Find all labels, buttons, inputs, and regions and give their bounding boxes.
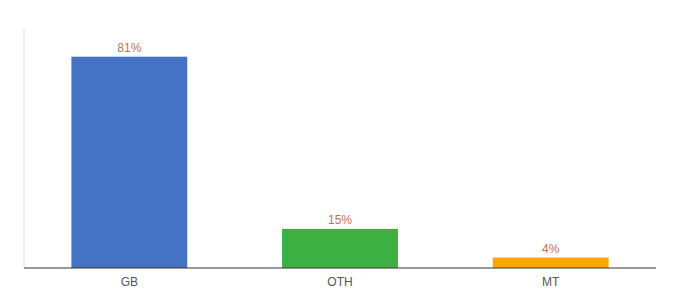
x-tick-label: MT — [542, 275, 560, 289]
chart-container: 81% 15% 4% GB OTH MT — [0, 0, 680, 300]
data-label: 15% — [328, 213, 352, 227]
bar — [493, 258, 609, 268]
data-label: 81% — [117, 41, 141, 55]
y-axis-line — [24, 28, 25, 268]
data-label: 4% — [542, 242, 560, 256]
x-tick-label: GB — [121, 275, 138, 289]
chart: 81% 15% 4% GB OTH MT — [0, 0, 680, 300]
x-tick-label: OTH — [327, 275, 352, 289]
bars — [71, 57, 608, 268]
bar — [71, 57, 187, 268]
x-axis-line — [24, 267, 656, 268]
bar — [282, 229, 398, 268]
